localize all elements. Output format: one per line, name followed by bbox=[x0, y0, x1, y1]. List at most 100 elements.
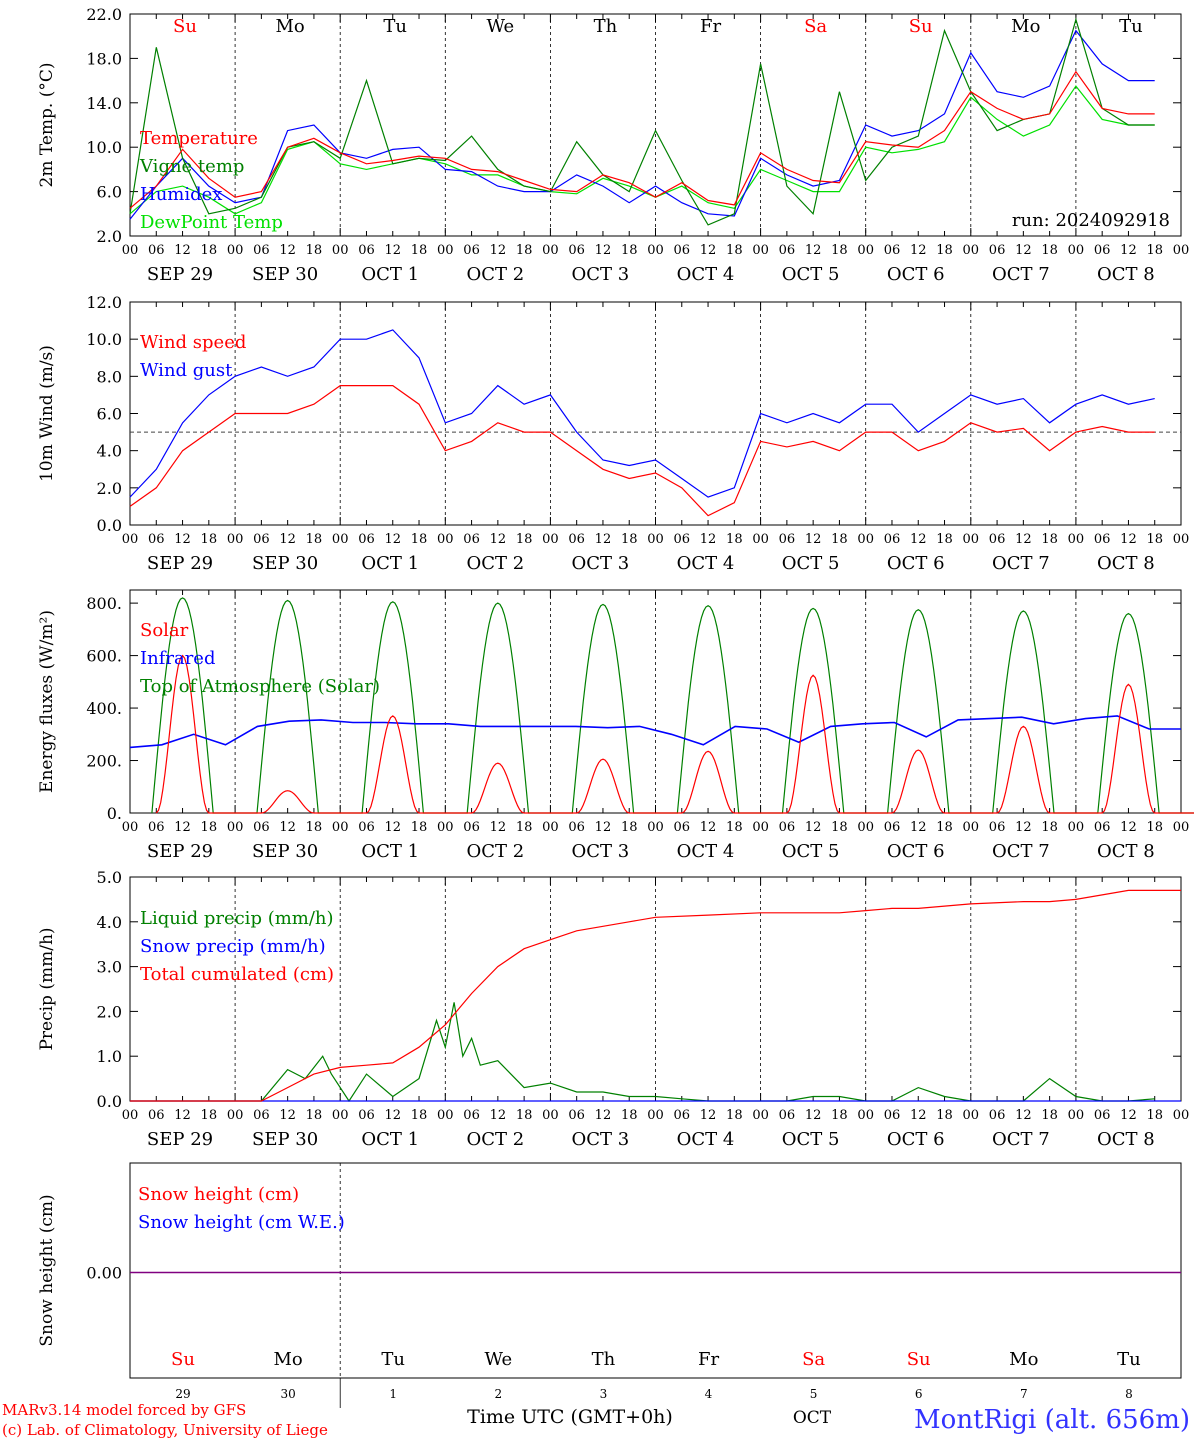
x-hour-label: 18 bbox=[1146, 243, 1163, 258]
y-tick-label: 0.00 bbox=[86, 1264, 122, 1283]
day-number-label: 29 bbox=[175, 1387, 190, 1401]
y-tick-label: 600. bbox=[86, 647, 122, 666]
x-date-label: OCT 6 bbox=[887, 1129, 945, 1150]
weekday-label: Tu bbox=[383, 16, 407, 37]
weekday-label: Fr bbox=[700, 16, 721, 37]
x-hour-label: 12 bbox=[700, 532, 717, 547]
x-hour-label: 12 bbox=[279, 243, 296, 258]
weekday-label: Sa bbox=[802, 1349, 825, 1370]
x-hour-label: 12 bbox=[595, 820, 612, 835]
x-hour-label: 00 bbox=[437, 820, 454, 835]
x-hour-label: 12 bbox=[1015, 1108, 1032, 1123]
y-tick-label: 2.0 bbox=[97, 227, 122, 246]
x-hour-label: 00 bbox=[332, 820, 349, 835]
x-date-label: OCT 4 bbox=[677, 841, 735, 862]
x-hour-label: 12 bbox=[174, 820, 191, 835]
x-hour-label: 00 bbox=[647, 532, 664, 547]
x-hour-label: 06 bbox=[1094, 243, 1111, 258]
x-hour-label: 06 bbox=[779, 820, 796, 835]
x-date-label: OCT 7 bbox=[992, 841, 1050, 862]
series-line-liquid-precip-mm-h- bbox=[130, 1002, 1155, 1103]
weekday-label: We bbox=[486, 16, 514, 37]
x-hour-label: 00 bbox=[857, 1108, 874, 1123]
x-hour-label: 00 bbox=[1173, 532, 1190, 547]
day-number-label: 2 bbox=[494, 1387, 502, 1401]
x-hour-label: 06 bbox=[148, 243, 165, 258]
x-hour-label: 18 bbox=[516, 243, 533, 258]
x-hour-label: 06 bbox=[989, 532, 1006, 547]
x-hour-label: 18 bbox=[936, 243, 953, 258]
x-hour-label: 12 bbox=[595, 243, 612, 258]
x-date-label: OCT 3 bbox=[572, 553, 630, 574]
x-hour-label: 06 bbox=[358, 820, 375, 835]
x-hour-label: 06 bbox=[253, 532, 270, 547]
x-hour-label: 00 bbox=[1068, 1108, 1085, 1123]
x-hour-label: 00 bbox=[332, 532, 349, 547]
x-hour-label: 18 bbox=[1146, 532, 1163, 547]
y-tick-label: 12.0 bbox=[86, 293, 122, 312]
panels: 2m Temp. (°C)2.06.010.014.018.022.000 06 1… bbox=[37, 5, 1194, 1408]
x-date-label: OCT 5 bbox=[782, 1129, 840, 1150]
x-hour-label: 18 bbox=[831, 820, 848, 835]
x-date-label: OCT 7 bbox=[992, 264, 1050, 285]
x-date-label: OCT 6 bbox=[887, 553, 945, 574]
x-hour-label: 00 bbox=[227, 1108, 244, 1123]
x-hour-label: 06 bbox=[148, 532, 165, 547]
day-number-label: 3 bbox=[600, 1387, 608, 1401]
x-hour-label: 18 bbox=[1146, 820, 1163, 835]
x-hour-label: 18 bbox=[726, 243, 743, 258]
x-hour-label: 18 bbox=[936, 820, 953, 835]
day-number-label: 30 bbox=[280, 1387, 295, 1401]
series-line-wind-gust bbox=[129, 329, 1155, 498]
x-hour-label: 00 bbox=[647, 1108, 664, 1123]
x-hour-label: 12 bbox=[1015, 532, 1032, 547]
x-hour-label: 06 bbox=[568, 243, 585, 258]
y-tick-label: 800. bbox=[86, 594, 122, 613]
legend-entry: Infrared bbox=[140, 648, 215, 669]
x-hour-label: 12 bbox=[910, 820, 927, 835]
y-tick-label: 22.0 bbox=[86, 5, 122, 24]
weekday-label: Sa bbox=[804, 16, 827, 37]
x-hour-label: 00 bbox=[437, 532, 454, 547]
x-hour-label: 00 bbox=[122, 243, 139, 258]
x-hour-label: 18 bbox=[411, 532, 428, 547]
series-line-dewpoint-temp bbox=[129, 85, 1155, 215]
x-hour-label: 00 bbox=[542, 1108, 559, 1123]
x-hour-label: 18 bbox=[831, 1108, 848, 1123]
x-hour-label: 12 bbox=[279, 532, 296, 547]
y-tick-label: 6.0 bbox=[97, 405, 122, 424]
x-hour-label: 00 bbox=[1173, 1108, 1190, 1123]
x-hour-label: 06 bbox=[1094, 1108, 1111, 1123]
x-hour-label: 00 bbox=[1068, 532, 1085, 547]
weekday-label: Th bbox=[592, 1349, 616, 1370]
x-hour-label: 06 bbox=[148, 1108, 165, 1123]
x-hour-label: 00 bbox=[1173, 820, 1190, 835]
y-tick-label: 1.0 bbox=[97, 1047, 122, 1066]
weekday-label: Tu bbox=[1119, 16, 1143, 37]
x-date-label: OCT 8 bbox=[1097, 264, 1155, 285]
x-hour-label: 18 bbox=[516, 532, 533, 547]
x-hour-label: 18 bbox=[411, 820, 428, 835]
x-hour-label: 12 bbox=[805, 820, 822, 835]
x-date-label: OCT 8 bbox=[1097, 553, 1155, 574]
x-date-label: OCT 6 bbox=[887, 841, 945, 862]
legend-entry: Vigne temp bbox=[139, 156, 244, 177]
x-hour-label: 06 bbox=[674, 820, 691, 835]
x-hour-label: 12 bbox=[384, 532, 401, 547]
x-hour-label: 12 bbox=[490, 820, 507, 835]
x-hour-label: 00 bbox=[752, 820, 769, 835]
x-hour-label: 18 bbox=[201, 820, 218, 835]
x-date-label: OCT 4 bbox=[677, 1129, 735, 1150]
x-hour-label: 00 bbox=[437, 243, 454, 258]
y-tick-label: 200. bbox=[86, 752, 122, 771]
x-hour-label: 12 bbox=[805, 243, 822, 258]
panel-snow: Snow height (cm) 0.00 Snow height (cm) Snow… bbox=[37, 1162, 1182, 1408]
weekday-label: Su bbox=[909, 16, 933, 37]
x-hour-label: 06 bbox=[1094, 820, 1111, 835]
legend-entry: Humidex bbox=[140, 184, 222, 205]
x-hour-label: 06 bbox=[674, 532, 691, 547]
legend-entry: Snow height (cm) bbox=[138, 1184, 299, 1205]
x-hour-label: 18 bbox=[621, 243, 638, 258]
x-hour-label: 12 bbox=[910, 532, 927, 547]
x-hour-label: 12 bbox=[910, 243, 927, 258]
